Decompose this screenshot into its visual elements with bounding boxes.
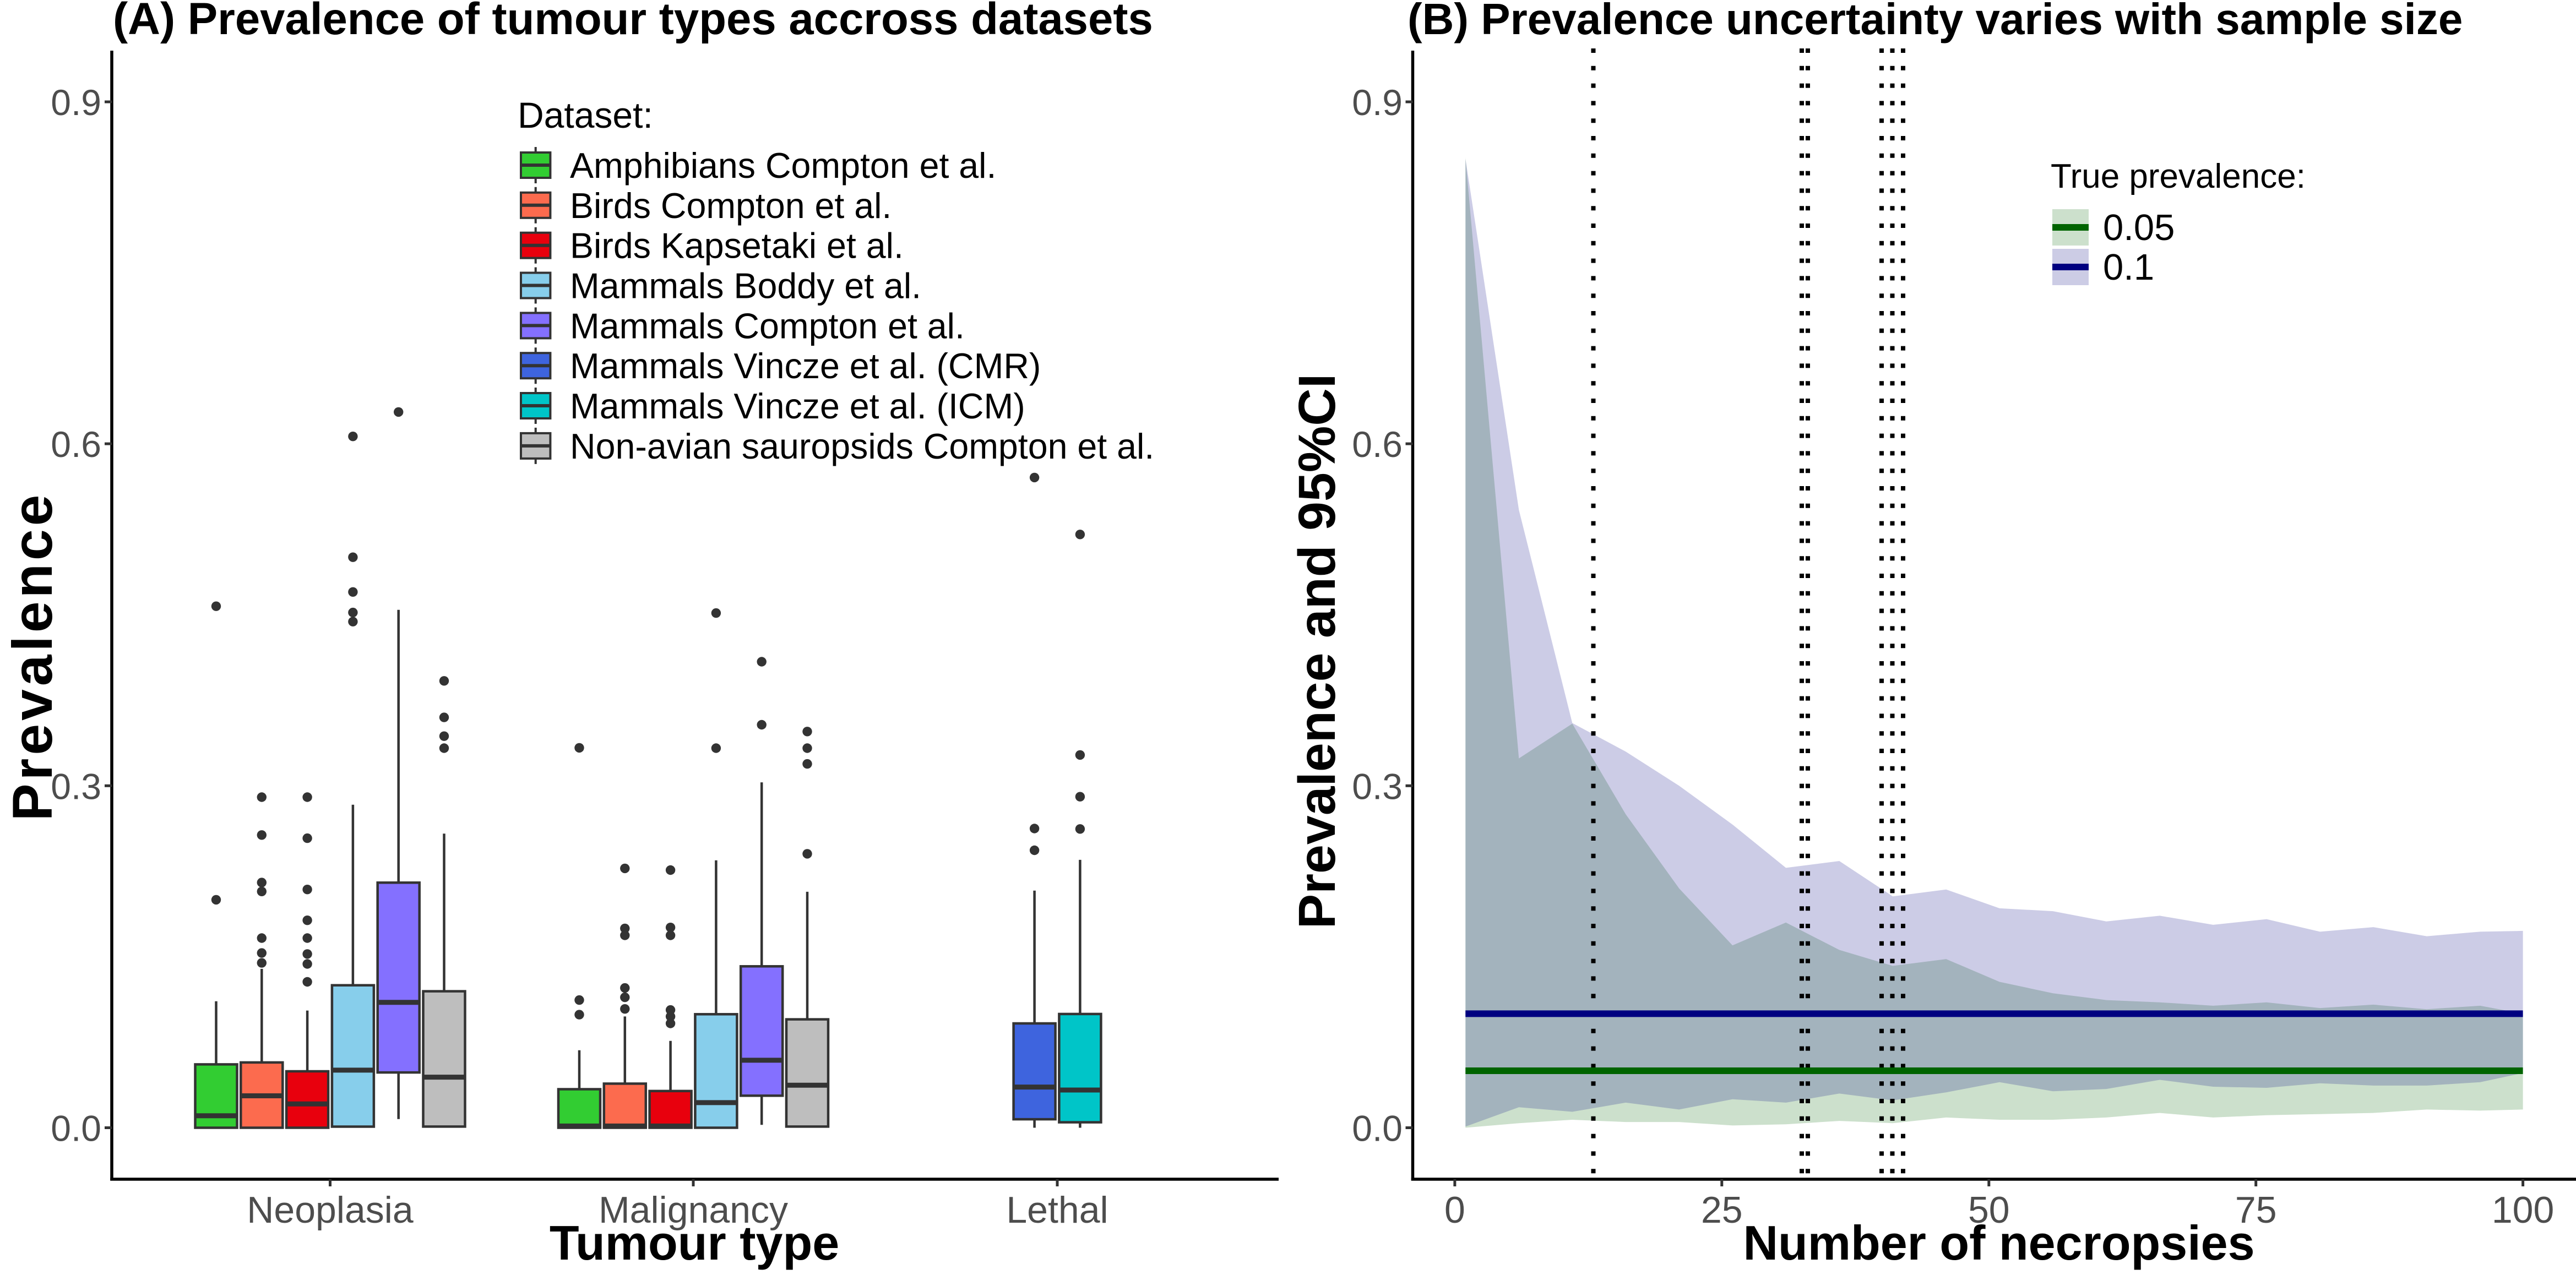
svg-text:Number of necropsies: Number of necropsies (1743, 1216, 2254, 1270)
svg-text:0.0: 0.0 (51, 1108, 101, 1149)
svg-text:Mammals Boddy et al.: Mammals Boddy et al. (570, 266, 921, 306)
svg-text:Malignancy: Malignancy (599, 1189, 788, 1231)
svg-text:0.6: 0.6 (1352, 424, 1403, 465)
svg-text:0.3: 0.3 (1352, 766, 1403, 807)
svg-text:Birds Kapsetaki et al.: Birds Kapsetaki et al. (570, 226, 904, 266)
svg-text:Lethal: Lethal (1006, 1189, 1108, 1231)
svg-text:(A) Prevalence of tumour types: (A) Prevalence of tumour types accross d… (113, 0, 1153, 44)
svg-text:Amphibians Compton et al.: Amphibians Compton et al. (570, 146, 996, 186)
svg-text:25: 25 (1701, 1189, 1743, 1231)
svg-text:Mammals Vincze et al. (CMR): Mammals Vincze et al. (CMR) (570, 346, 1041, 386)
svg-text:0.0: 0.0 (1352, 1108, 1403, 1149)
svg-text:0.9: 0.9 (1352, 82, 1403, 123)
svg-text:Non-avian sauropsids Compton e: Non-avian sauropsids Compton et al. (570, 427, 1154, 466)
svg-text:0.3: 0.3 (51, 766, 101, 807)
svg-text:Mammals Compton et al.: Mammals Compton et al. (570, 306, 965, 346)
svg-text:0.1: 0.1 (2103, 247, 2154, 288)
svg-text:Dataset:: Dataset: (518, 95, 653, 135)
svg-text:Prevalence: Prevalence (1, 492, 64, 821)
svg-text:Neoplasia: Neoplasia (247, 1189, 414, 1231)
svg-text:0.6: 0.6 (51, 424, 101, 465)
svg-text:Mammals Vincze et al. (ICM): Mammals Vincze et al. (ICM) (570, 386, 1025, 426)
svg-text:50: 50 (1968, 1189, 2010, 1231)
svg-text:Birds Compton et al.: Birds Compton et al. (570, 186, 892, 226)
svg-text:Tumour type: Tumour type (550, 1216, 839, 1270)
svg-text:True prevalence:: True prevalence: (2051, 157, 2306, 195)
svg-text:75: 75 (2235, 1189, 2277, 1231)
svg-text:Prevalence and 95%CI: Prevalence and 95%CI (1288, 374, 1346, 929)
svg-text:0: 0 (1444, 1189, 1465, 1231)
svg-text:(B) Prevalence uncertainty var: (B) Prevalence uncertainty varies with s… (1407, 0, 2463, 43)
svg-text:100: 100 (2492, 1189, 2554, 1231)
svg-text:0.9: 0.9 (51, 82, 101, 123)
svg-text:0.05: 0.05 (2103, 207, 2175, 248)
